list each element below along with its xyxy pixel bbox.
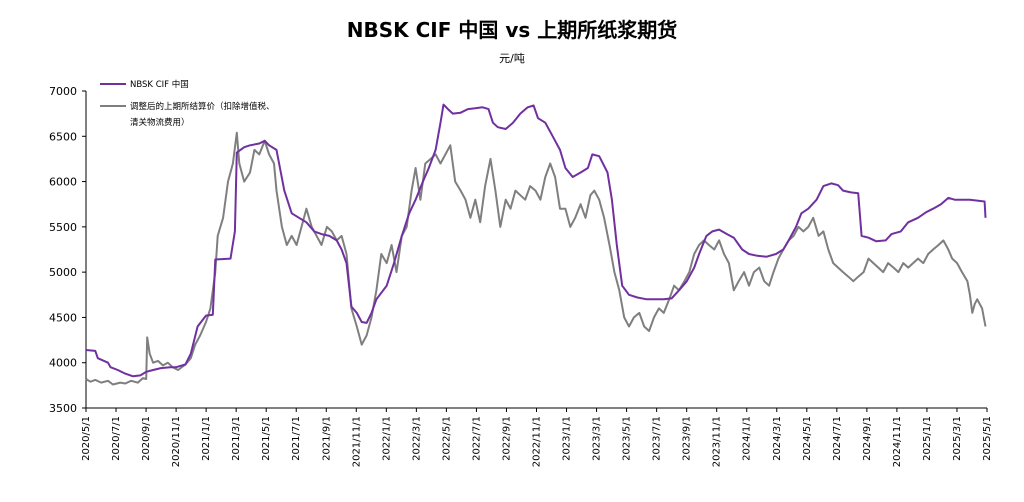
x-tick-label: 2024/9/1 (862, 416, 873, 461)
y-tick-label: 5500 (49, 221, 77, 234)
y-tick-label: 5000 (49, 266, 77, 279)
chart-title: NBSK CIF 中国 vs 上期所纸浆期货 (346, 18, 678, 42)
x-tick-label: 2024/1/1 (742, 416, 753, 461)
x-tick-label: 2024/3/1 (772, 416, 783, 461)
x-tick-label: 2024/7/1 (832, 416, 843, 461)
x-tick-label: 2024/11/1 (892, 416, 903, 467)
x-tick-label: 2025/3/1 (952, 416, 963, 461)
x-tick-label: 2020/5/1 (81, 416, 92, 461)
legend-label-2: 调整后的上期所结算价（扣除增值税、清关物流费用） (130, 101, 275, 128)
y-tick-label: 4500 (49, 311, 77, 324)
x-tick-label: 2022/1/1 (381, 416, 392, 461)
x-tick-label: 2020/9/1 (141, 416, 152, 461)
chart-unit-label: 元/吨 (499, 52, 525, 65)
axes: 3500 4000 4500 5000 5500 6000 6500 7000 2020/5/1… (49, 85, 993, 467)
x-tick-label: 2025/5/1 (982, 416, 993, 461)
x-tick-label: 2023/1/1 (562, 416, 573, 461)
x-tick-label: 2023/3/1 (592, 416, 603, 461)
x-tick-label: 2022/7/1 (471, 416, 482, 461)
legend-label-1: NBSK CIF 中国 (130, 79, 189, 90)
x-tick-label: 2022/9/1 (501, 416, 512, 461)
x-tick-label: 2021/3/1 (231, 416, 242, 461)
series-line-1 (85, 103, 987, 378)
x-tick-label: 2020/11/1 (171, 416, 182, 467)
x-tick-label: 2022/5/1 (441, 416, 452, 461)
x-tick-label: 2022/3/1 (411, 416, 422, 461)
x-tick-label: 2021/9/1 (321, 416, 332, 461)
x-tick-label: 2020/7/1 (111, 416, 122, 461)
plot-area (85, 103, 987, 386)
x-tick-label: 2023/7/1 (652, 416, 663, 461)
y-tick-label: 6000 (49, 176, 77, 189)
x-tick-label: 2023/11/1 (712, 416, 723, 467)
x-tick-label: 2024/5/1 (802, 416, 813, 461)
x-tick-label: 2021/11/1 (351, 416, 362, 467)
y-tick-label: 6500 (49, 130, 77, 143)
x-tick-label: 2023/5/1 (622, 416, 633, 461)
x-tick-label: 2021/5/1 (261, 416, 272, 461)
x-tick-label: 2021/7/1 (291, 416, 302, 461)
x-tick-label: 2023/9/1 (682, 416, 693, 461)
y-tick-label: 7000 (49, 85, 77, 98)
x-tick-label: 2021/1/1 (201, 416, 212, 461)
y-tick-label: 3500 (49, 402, 77, 415)
y-tick-label: 4000 (49, 357, 77, 370)
series-line-2 (85, 131, 987, 386)
x-tick-label: 2022/11/1 (532, 416, 543, 467)
x-tick-label: 2025/1/1 (922, 416, 933, 461)
